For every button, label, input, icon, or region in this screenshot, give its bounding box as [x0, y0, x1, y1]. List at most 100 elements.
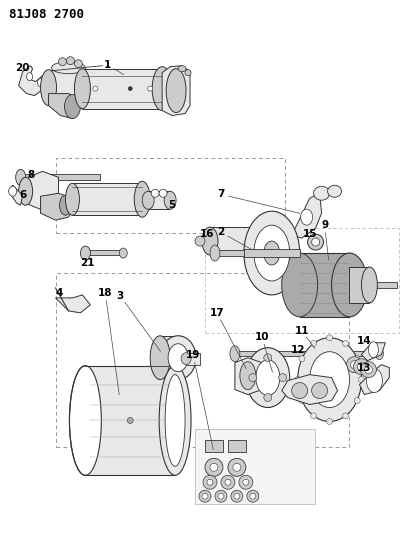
Ellipse shape [148, 86, 153, 91]
Text: 81J08 2700: 81J08 2700 [9, 8, 84, 21]
Bar [195, 430, 315, 504]
Ellipse shape [264, 241, 280, 265]
Ellipse shape [375, 348, 384, 360]
Ellipse shape [75, 69, 90, 109]
Ellipse shape [247, 490, 259, 502]
Polygon shape [292, 193, 322, 238]
Ellipse shape [181, 353, 191, 365]
Ellipse shape [279, 374, 287, 382]
Text: 4: 4 [56, 288, 63, 298]
Ellipse shape [164, 191, 176, 209]
Text: 21: 21 [80, 258, 95, 268]
Text: 16: 16 [200, 229, 214, 239]
Polygon shape [235, 358, 262, 394]
Text: 5: 5 [168, 200, 176, 210]
Ellipse shape [367, 369, 382, 393]
Bar [55, 273, 350, 447]
Bar [205, 440, 223, 453]
Ellipse shape [267, 227, 283, 255]
Ellipse shape [280, 243, 288, 251]
Bar [160, 336, 178, 379]
Text: 9: 9 [321, 220, 328, 230]
Ellipse shape [299, 356, 305, 362]
Ellipse shape [178, 66, 186, 71]
Polygon shape [49, 66, 85, 111]
Ellipse shape [16, 169, 26, 185]
Polygon shape [19, 66, 47, 95]
Ellipse shape [218, 493, 224, 499]
Text: 11: 11 [294, 326, 309, 336]
Bar [85, 366, 175, 475]
Ellipse shape [332, 253, 367, 317]
Text: 15: 15 [303, 229, 317, 239]
Ellipse shape [354, 398, 360, 403]
Text: 10: 10 [255, 332, 269, 342]
Ellipse shape [152, 67, 172, 110]
Ellipse shape [361, 267, 377, 303]
Ellipse shape [165, 375, 185, 466]
Ellipse shape [205, 458, 223, 477]
Bar [186, 353, 200, 365]
Bar [300, 253, 350, 317]
Polygon shape [162, 66, 190, 116]
Ellipse shape [360, 362, 376, 377]
Ellipse shape [127, 417, 133, 423]
Ellipse shape [210, 463, 218, 471]
Ellipse shape [230, 346, 240, 362]
Ellipse shape [221, 475, 235, 489]
Polygon shape [49, 94, 79, 118]
Ellipse shape [202, 227, 218, 255]
Bar [82, 69, 162, 109]
Ellipse shape [215, 490, 227, 502]
Bar [85, 250, 123, 255]
Ellipse shape [249, 374, 257, 382]
Bar [215, 250, 272, 256]
Ellipse shape [256, 360, 280, 395]
Text: 18: 18 [98, 288, 113, 298]
Ellipse shape [343, 341, 348, 346]
Ellipse shape [168, 344, 188, 372]
Ellipse shape [308, 234, 324, 250]
Ellipse shape [64, 94, 81, 118]
Ellipse shape [195, 236, 205, 246]
Bar [148, 191, 170, 209]
Ellipse shape [369, 342, 378, 358]
Text: 3: 3 [117, 291, 124, 301]
Ellipse shape [160, 336, 196, 379]
Ellipse shape [244, 211, 300, 295]
Text: 1: 1 [104, 60, 111, 70]
Ellipse shape [343, 413, 348, 419]
Ellipse shape [60, 195, 71, 215]
Ellipse shape [81, 246, 90, 260]
Ellipse shape [58, 58, 66, 66]
Ellipse shape [328, 185, 341, 197]
Bar [21, 174, 100, 180]
Ellipse shape [298, 338, 361, 422]
Text: 13: 13 [357, 362, 372, 373]
Ellipse shape [151, 189, 159, 197]
Ellipse shape [66, 183, 79, 215]
Ellipse shape [119, 248, 127, 258]
Ellipse shape [38, 79, 44, 87]
Ellipse shape [27, 72, 32, 80]
Ellipse shape [311, 341, 317, 346]
Ellipse shape [228, 458, 246, 477]
Bar [377, 282, 397, 288]
Ellipse shape [250, 493, 256, 499]
Ellipse shape [313, 186, 330, 200]
Ellipse shape [299, 398, 305, 403]
Ellipse shape [311, 413, 317, 419]
Bar [55, 158, 285, 233]
Ellipse shape [326, 418, 333, 424]
Ellipse shape [326, 335, 333, 341]
Ellipse shape [264, 354, 272, 362]
Text: 6: 6 [19, 190, 26, 200]
Ellipse shape [311, 238, 320, 246]
Text: 20: 20 [15, 63, 30, 72]
Polygon shape [40, 193, 72, 220]
Ellipse shape [75, 60, 82, 68]
Text: 17: 17 [210, 308, 224, 318]
Text: 19: 19 [186, 350, 200, 360]
Ellipse shape [301, 209, 313, 225]
Ellipse shape [358, 362, 365, 370]
